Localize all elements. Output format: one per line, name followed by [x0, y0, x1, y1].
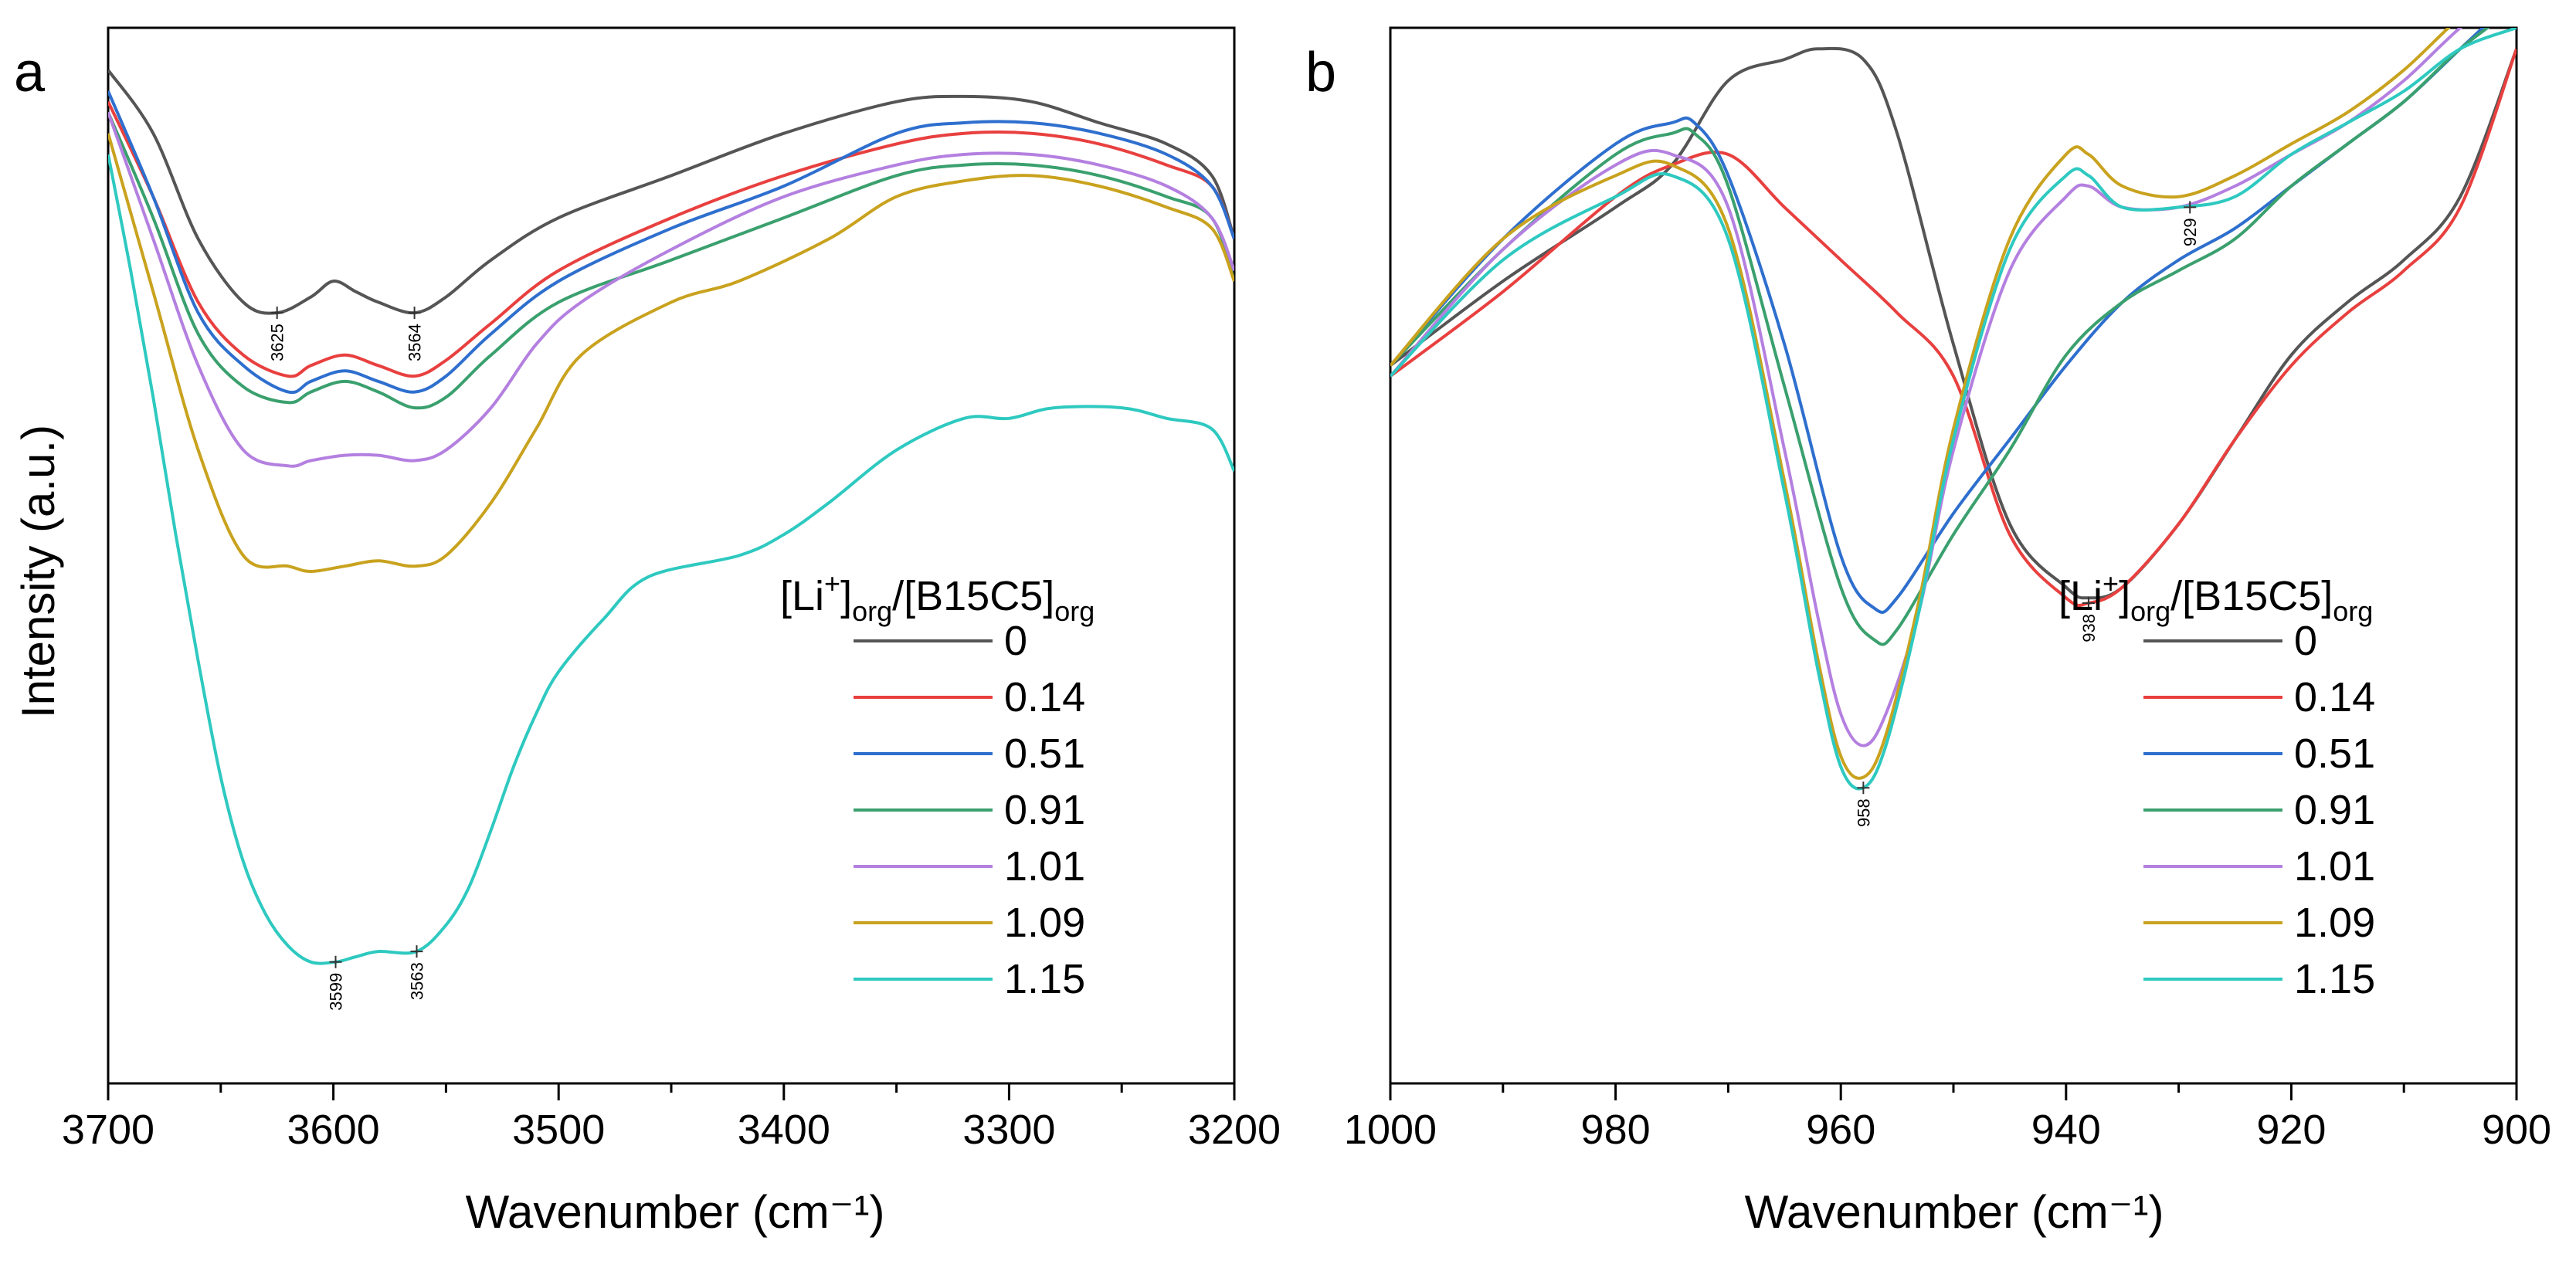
- panel-a-series: [108, 69, 1234, 965]
- panel-a-y-axis-title: Intensity (a.u.): [12, 425, 64, 718]
- x-tick-label: 940: [2031, 1107, 2101, 1153]
- series-line-0_51: [1390, 28, 2486, 614]
- peak-label: 929: [2181, 218, 2200, 246]
- legend-label: 1.09: [1004, 900, 1085, 946]
- legend-label: 0: [1004, 618, 1027, 664]
- panel-b-annotations: 958 938 929: [1854, 201, 2200, 827]
- series-line-0_91: [1390, 28, 2490, 646]
- series-line-1_15: [108, 154, 1234, 965]
- legend-label: 0.91: [1004, 787, 1085, 833]
- peak-label: 3625: [268, 324, 287, 361]
- panel-a-ticks: 3700 3600 3500 3400 3300 3200: [62, 1083, 1281, 1153]
- legend-label: 0.51: [1004, 730, 1085, 777]
- x-tick-label: 900: [2482, 1107, 2551, 1153]
- panel-a-letter: a: [14, 42, 46, 103]
- x-tick-label: 3500: [512, 1107, 605, 1153]
- series-line-0_51: [108, 90, 1234, 395]
- panel-a-x-axis-title: Wavenumber (cm⁻¹): [466, 1186, 885, 1238]
- legend-label: 0.91: [2294, 787, 2375, 833]
- peak-label: 3564: [406, 324, 425, 361]
- x-tick-label: 980: [1581, 1107, 1651, 1153]
- series-line-0: [108, 69, 1234, 315]
- peak-label: 938: [2079, 614, 2099, 642]
- legend-label: 0.14: [1004, 674, 1085, 720]
- legend-label: 1.01: [2294, 843, 2375, 890]
- x-tick-label: 3600: [287, 1107, 380, 1153]
- series-line-0_91: [108, 111, 1234, 410]
- x-tick-label: 3300: [962, 1107, 1055, 1153]
- panel-a-annotations: 3625 3564 3599 3563: [268, 307, 426, 1011]
- x-tick-label: 3400: [738, 1107, 830, 1153]
- peak-label: 3563: [407, 962, 426, 1000]
- peak-label: 958: [1854, 798, 1873, 827]
- panel-b-x-axis-title: Wavenumber (cm⁻¹): [1745, 1186, 2164, 1238]
- panel-b-ticks: 1000 980 960 940 920 900: [1344, 1083, 2551, 1153]
- legend-label: 0: [2294, 618, 2317, 664]
- x-tick-label: 3200: [1188, 1107, 1281, 1153]
- legend-label: 1.01: [1004, 843, 1085, 890]
- legend-label: 1.15: [2294, 956, 2375, 1002]
- panel-b-letter: b: [1305, 42, 1336, 103]
- x-tick-label: 1000: [1344, 1107, 1437, 1153]
- series-line-0_14: [1390, 48, 2517, 608]
- panel-b: b 1000 980 960 940 920 900 958 938 929 Wavenumb…: [1305, 26, 2551, 1238]
- legend-label: 1.09: [2294, 900, 2375, 946]
- series-line-1_09: [108, 133, 1234, 573]
- peak-label: 3599: [327, 973, 346, 1011]
- panel-b-series: [1390, 28, 2517, 791]
- x-tick-label: 3700: [62, 1107, 154, 1153]
- legend-label: 1.15: [1004, 956, 1085, 1002]
- series-line-1_01: [108, 111, 1234, 468]
- x-tick-label: 920: [2256, 1107, 2326, 1153]
- x-tick-label: 960: [1806, 1107, 1875, 1153]
- legend-label: 0.14: [2294, 674, 2375, 720]
- legend-title: [Li+]org/[B15C5]org: [780, 568, 1095, 627]
- series-line-0_14: [108, 100, 1234, 378]
- series-line-1_15: [1390, 28, 2517, 791]
- legend-label: 0.51: [2294, 730, 2375, 777]
- legend-title: [Li+]org/[B15C5]org: [2058, 568, 2373, 627]
- series-line-1_09: [1390, 28, 2451, 780]
